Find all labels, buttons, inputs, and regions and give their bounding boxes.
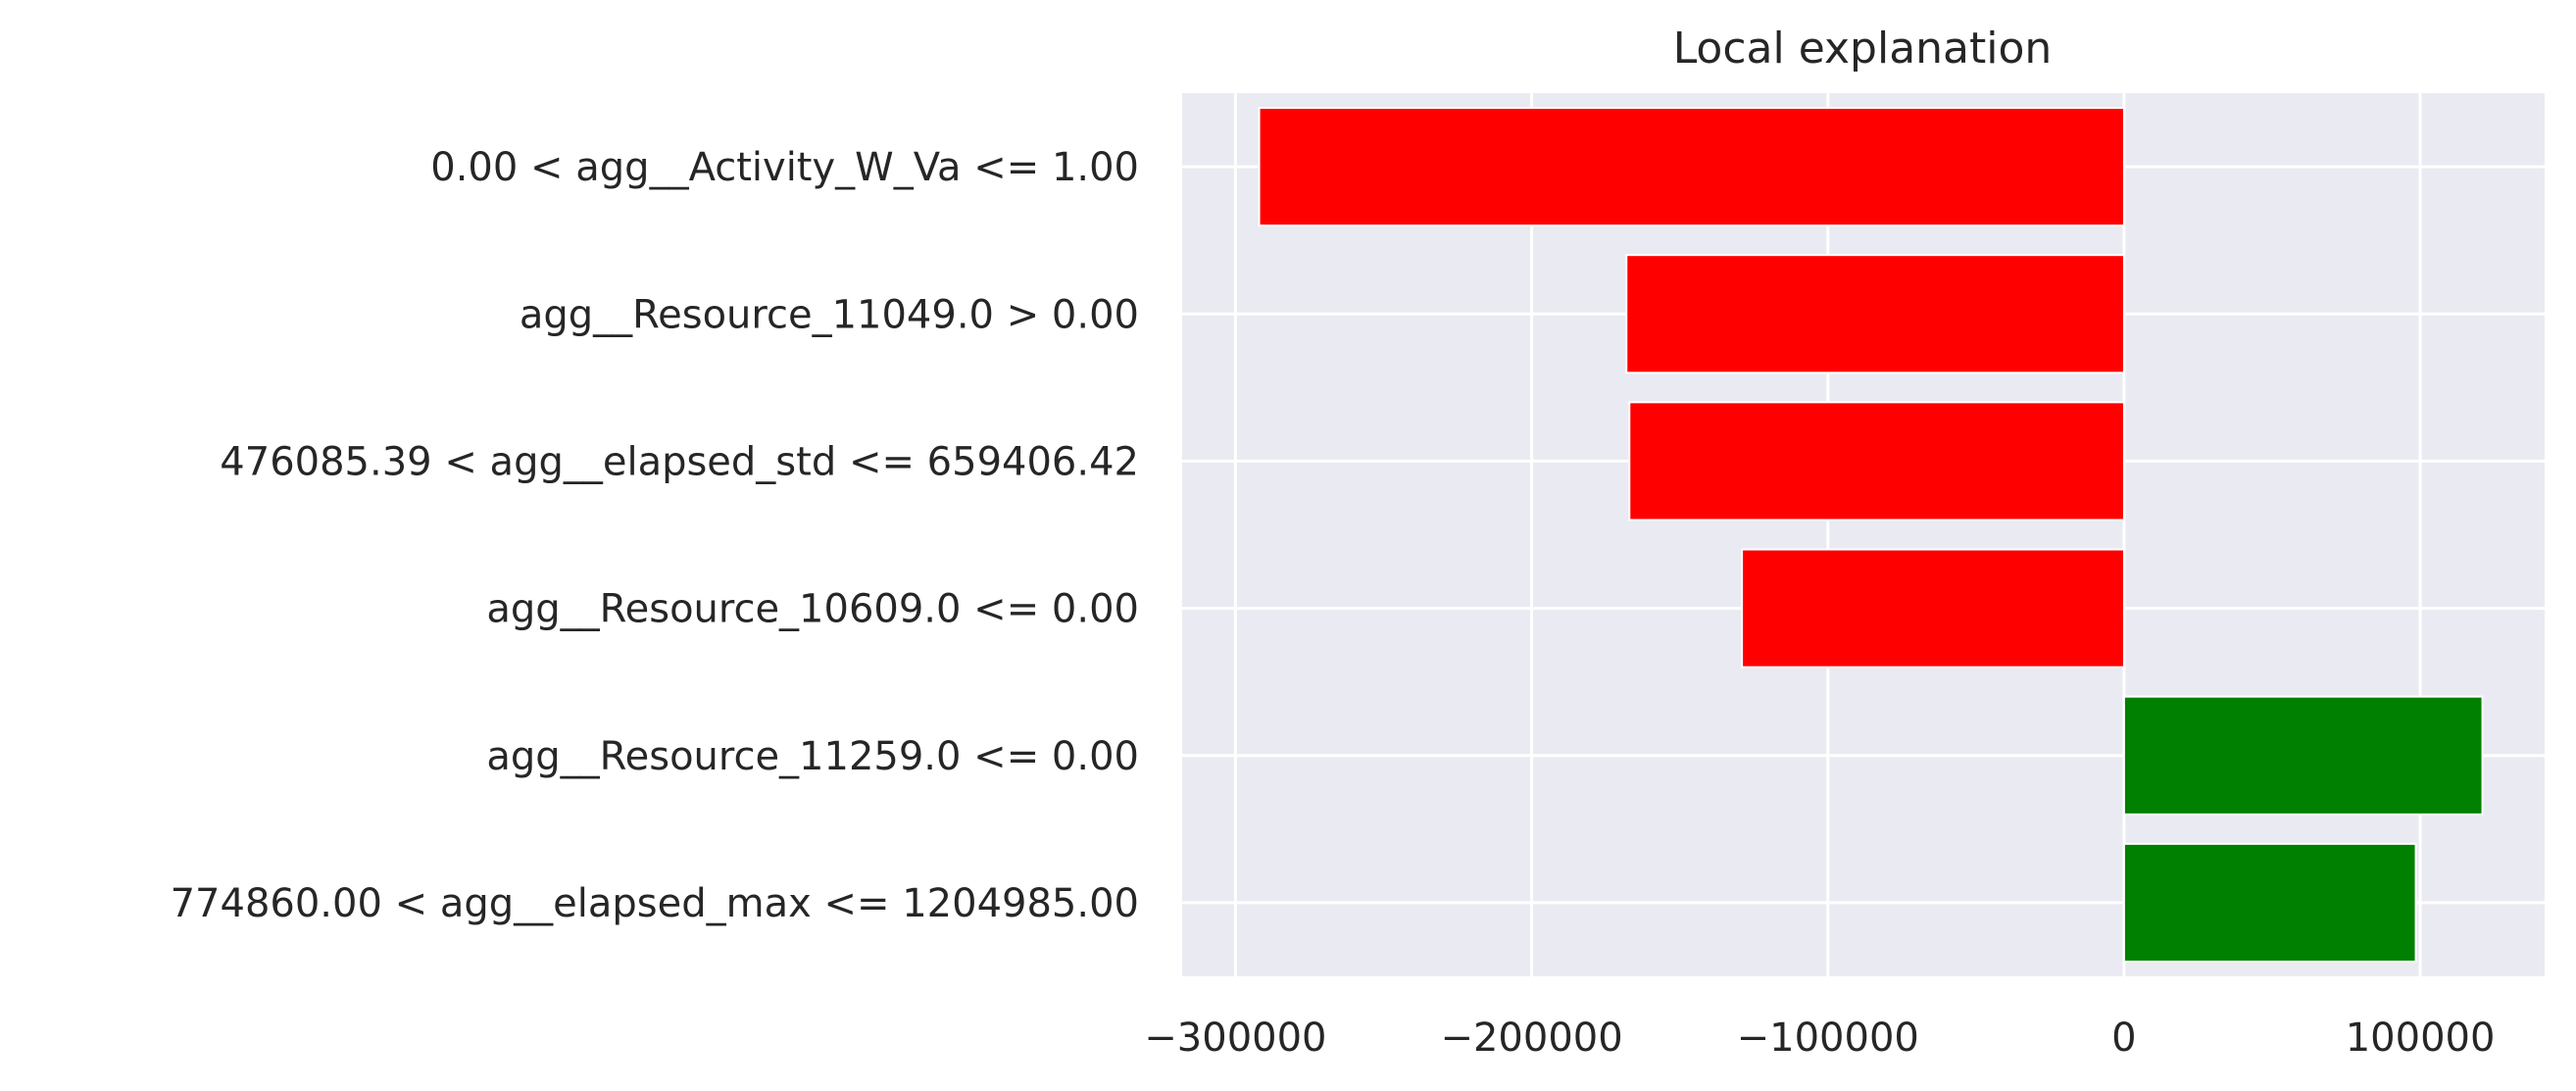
- bar: [1628, 401, 2125, 521]
- x-tick-label: −200000: [1440, 1016, 1622, 1061]
- y-tick-label: agg__Resource_11049.0 > 0.00: [520, 292, 1139, 337]
- y-tick-label: agg__Resource_11259.0 <= 0.00: [486, 734, 1139, 779]
- y-tick-label: agg__Resource_10609.0 <= 0.00: [486, 587, 1139, 632]
- x-tick-label: 100000: [2346, 1016, 2496, 1061]
- x-tick-label: 0: [2111, 1016, 2136, 1061]
- bar: [2122, 695, 2484, 816]
- y-tick-label: 476085.39 < agg__elapsed_std <= 659406.4…: [220, 439, 1139, 484]
- bar: [1625, 254, 2125, 374]
- chart-title: Local explanation: [1673, 24, 2053, 74]
- bar: [2122, 842, 2417, 963]
- y-tick-label: 774860.00 < agg__elapsed_max <= 1204985.…: [171, 881, 1139, 926]
- x-tick-label: −300000: [1144, 1016, 1326, 1061]
- x-tick-label: −100000: [1737, 1016, 1919, 1061]
- bar: [1258, 107, 2125, 227]
- bar: [1741, 548, 2125, 669]
- y-tick-label: 0.00 < agg__Activity_W_Va <= 1.00: [430, 145, 1139, 190]
- plot-background: [1182, 93, 2545, 976]
